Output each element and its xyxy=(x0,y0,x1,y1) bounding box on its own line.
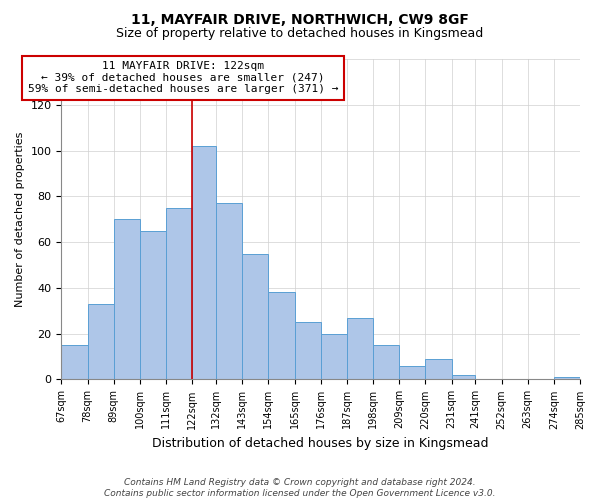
Text: Size of property relative to detached houses in Kingsmead: Size of property relative to detached ho… xyxy=(116,28,484,40)
Bar xyxy=(321,334,347,380)
Text: Contains HM Land Registry data © Crown copyright and database right 2024.
Contai: Contains HM Land Registry data © Crown c… xyxy=(104,478,496,498)
Bar xyxy=(242,254,268,380)
Text: 11, MAYFAIR DRIVE, NORTHWICH, CW9 8GF: 11, MAYFAIR DRIVE, NORTHWICH, CW9 8GF xyxy=(131,12,469,26)
Bar xyxy=(88,304,114,380)
Bar xyxy=(452,375,475,380)
Bar xyxy=(114,219,140,380)
X-axis label: Distribution of detached houses by size in Kingsmead: Distribution of detached houses by size … xyxy=(152,437,489,450)
Bar xyxy=(140,230,166,380)
Bar xyxy=(216,203,242,380)
Bar xyxy=(295,322,321,380)
Y-axis label: Number of detached properties: Number of detached properties xyxy=(15,132,25,307)
Bar xyxy=(347,318,373,380)
Bar xyxy=(399,366,425,380)
Text: 11 MAYFAIR DRIVE: 122sqm
← 39% of detached houses are smaller (247)
59% of semi-: 11 MAYFAIR DRIVE: 122sqm ← 39% of detach… xyxy=(28,62,338,94)
Bar xyxy=(166,208,192,380)
Bar xyxy=(268,292,295,380)
Bar xyxy=(554,377,580,380)
Bar xyxy=(61,345,88,380)
Bar xyxy=(192,146,216,380)
Bar xyxy=(373,345,399,380)
Bar xyxy=(425,359,452,380)
